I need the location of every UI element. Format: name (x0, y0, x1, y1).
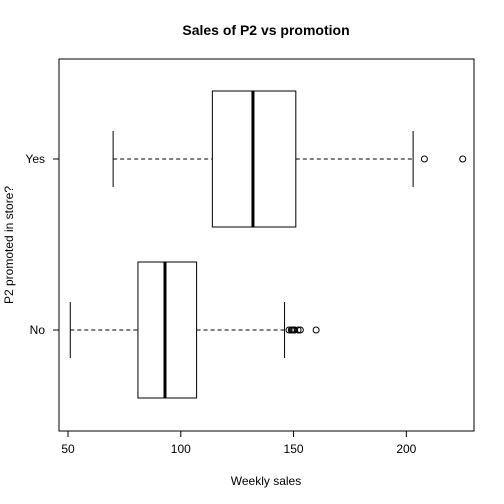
y-tick-label-no: No (30, 323, 46, 337)
outlier-yes-1 (420, 155, 428, 163)
outlier-no-7 (296, 326, 304, 334)
y-axis-label: P2 promoted in store? (2, 186, 16, 304)
chart-marks (69, 90, 467, 399)
x-axis-label: Weekly sales (231, 474, 301, 488)
outlier-no-8 (312, 326, 320, 334)
chart-axes: 50 100 150 200 No Yes (25, 152, 416, 456)
y-tick-label-yes: Yes (25, 152, 45, 166)
x-tick-label-150: 150 (284, 442, 304, 456)
box-no (137, 261, 198, 399)
x-tick-label-50: 50 (61, 442, 75, 456)
outlier-no-6 (294, 326, 302, 334)
x-tick-label-100: 100 (171, 442, 191, 456)
chart-title: Sales of P2 vs promotion (182, 22, 349, 38)
x-tick-label-200: 200 (396, 442, 416, 456)
outlier-yes-2 (459, 155, 467, 163)
